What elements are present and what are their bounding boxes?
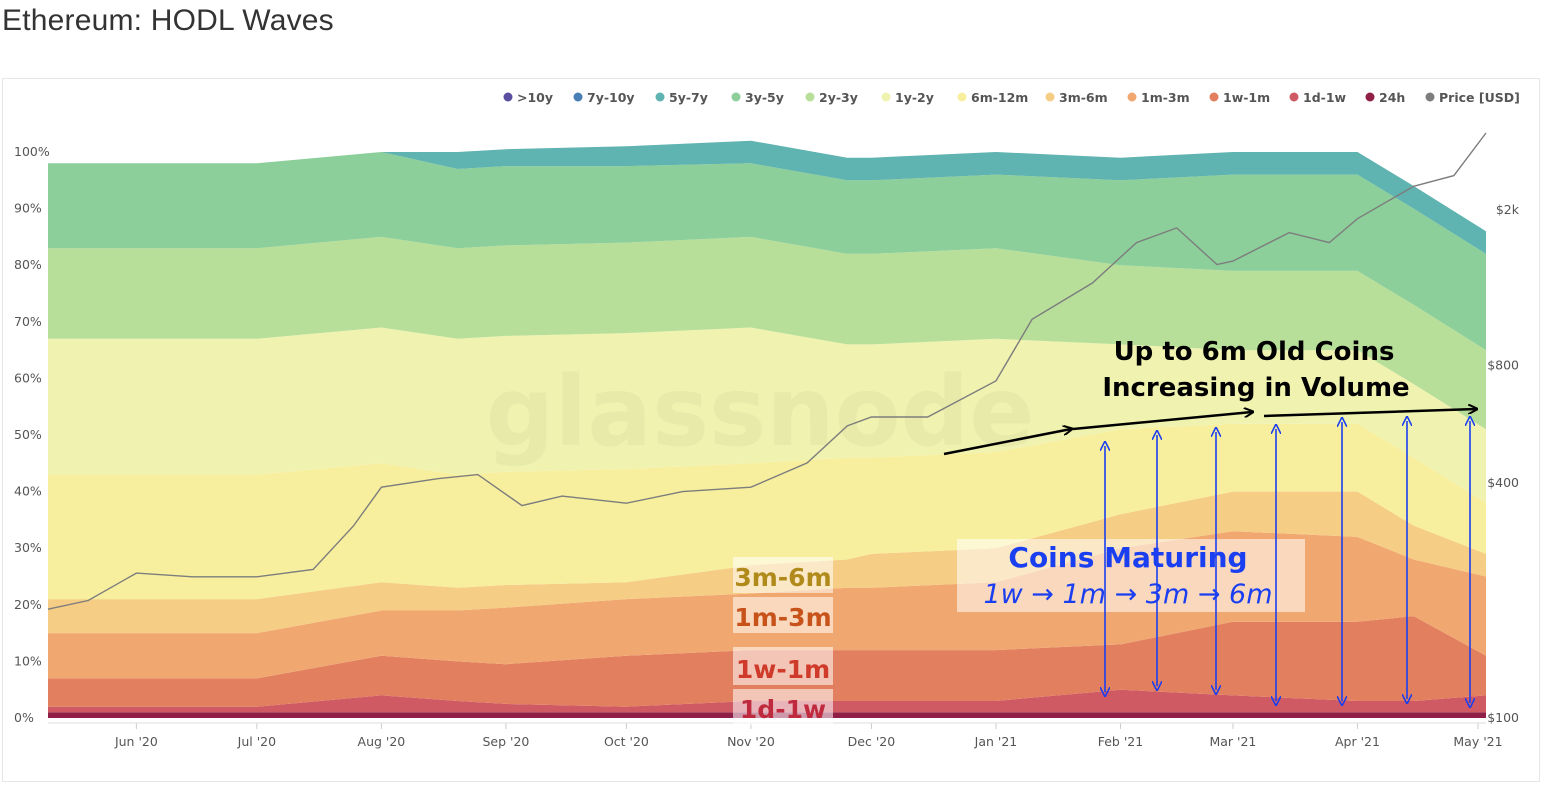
legend-swatch [1365,92,1375,102]
legend-swatch [1127,92,1137,102]
trend-arrow [943,429,1071,456]
legend: >10y 7y-10y 5y-7y 3y-5y 2y-3y 1y-2y 6m-12m 3m-6… [503,90,1520,105]
annotation-box [733,647,833,685]
y-tick-label: 40% [14,484,42,499]
y-right-tick-label: $800 [1487,357,1519,372]
legend-item-gt10y: >10y [503,90,553,105]
legend-item-1m-3m: 1m-3m [1127,90,1190,105]
legend-item-7y-10y: 7y-10y [573,90,635,105]
legend-swatch [881,92,891,102]
price-line [47,132,1487,610]
coins-maturing-box [957,539,1305,612]
x-tick-label: Dec '20 [848,734,896,749]
chart-frame [2,78,1540,782]
legend-label: 3m-6m [1059,90,1108,105]
legend-label: 1d-1w [1303,90,1347,105]
annotation-box [733,557,833,593]
annotation-increasing-volume: Increasing in Volume [1102,373,1409,403]
x-tick-label: Feb '21 [1098,734,1143,749]
legend-item-1d-1w: 1d-1w [1289,90,1347,105]
x-axis: Jun '20 Jul '20 Aug '20 Sep '20 Oct '20 Nov '… [48,722,1503,749]
legend-label: 5y-7y [669,90,708,105]
legend-swatch [805,92,815,102]
y-tick-label: 50% [14,427,42,442]
y-axis-left: 0% 10% 20% 30% 40% 50% 60% 70% 80% 90% 100% [14,144,50,725]
area-3y-5y [48,152,1486,351]
legend-swatch [1209,92,1219,102]
annotation-coins-maturing: Coins Maturing [1008,541,1247,574]
y-tick-label: 80% [14,257,42,272]
annotation-1m-3m: 1m-3m [734,603,831,632]
area-5y-7y [48,140,1486,254]
legend-item-1y-2y: 1y-2y [881,90,934,105]
legend-label: 6m-12m [971,90,1028,105]
x-tick-label: Jan '21 [974,734,1018,749]
legend-swatch [655,92,665,102]
annotation-3m-6m: 3m-6m [734,563,831,592]
legend-swatch [1289,92,1299,102]
y-axis-right: $100 $400 $800 $2k [1487,202,1520,725]
x-tick-label: Oct '20 [604,734,649,749]
y-tick-label: 70% [14,314,42,329]
y-tick-label: 20% [14,597,42,612]
legend-swatch [1045,92,1055,102]
watermark: glassnode [486,356,1035,468]
x-tick-label: Aug '20 [358,734,406,749]
annotation-up-to-6m: Up to 6m Old Coins [1114,337,1395,367]
y-tick-label: 10% [14,653,42,668]
legend-item-24h: 24h [1365,90,1405,105]
legend-swatch [731,92,741,102]
area-2y-3y [48,236,1486,430]
legend-item-price-usd: Price [USD] [1425,90,1520,105]
trend-arrow [1263,409,1476,418]
legend-item-6m-12m: 6m-12m [957,90,1028,105]
y-tick-label: 0% [14,710,34,725]
legend-label: 24h [1379,90,1405,105]
area-1y-2y [48,327,1486,503]
y-tick-label: 90% [14,201,42,216]
y-right-tick-label: $100 [1487,710,1519,725]
x-tick-label: Jul '20 [237,734,276,749]
legend-item-3m-6m: 3m-6m [1045,90,1108,105]
legend-label: 1y-2y [895,90,934,105]
legend-label: 2y-3y [819,90,858,105]
annotations: 3m-6m 1m-3m 1w-1m 1d-1w Coins Maturing 1w → 1… [733,337,1476,725]
legend-swatch [957,92,967,102]
x-tick-label: Jun '20 [114,734,158,749]
y-tick-label: 30% [14,540,42,555]
legend-label: >10y [517,90,553,105]
legend-item-5y-7y: 5y-7y [655,90,708,105]
legend-swatch [1425,92,1435,102]
annotation-maturing-sequence: 1w → 1m → 3m → 6m [983,579,1272,610]
trend-arrow [1072,412,1252,431]
legend-label: 3y-5y [745,90,784,105]
annotation-1w-1m: 1w-1m [736,655,830,684]
legend-label: 1w-1m [1223,90,1270,105]
x-tick-label: May '21 [1453,734,1502,749]
annotation-1d-1w: 1d-1w [740,695,826,724]
y-right-tick-label: $2k [1496,202,1520,217]
legend-label: 1m-3m [1141,90,1190,105]
legend-label: Price [USD] [1439,90,1520,105]
area-6m-12m [48,423,1486,600]
legend-swatch [503,92,513,102]
y-right-tick-label: $400 [1487,475,1519,490]
annotation-box [733,689,833,725]
x-tick-label: Sep '20 [482,734,529,749]
x-tick-label: Nov '20 [727,734,775,749]
x-tick-label: Mar '21 [1209,734,1256,749]
x-tick-label: Apr '21 [1335,734,1380,749]
y-tick-label: 100% [14,144,50,159]
legend-label: 7y-10y [587,90,635,105]
legend-item-2y-3y: 2y-3y [805,90,858,105]
legend-swatch [573,92,583,102]
legend-item-3y-5y: 3y-5y [731,90,784,105]
legend-item-1w-1m: 1w-1m [1209,90,1270,105]
y-tick-label: 60% [14,370,42,385]
price-usd-line [47,132,1487,610]
page-title: Ethereum: HODL Waves [2,4,334,37]
area-3m-6m [48,491,1486,634]
annotation-box [733,597,833,633]
